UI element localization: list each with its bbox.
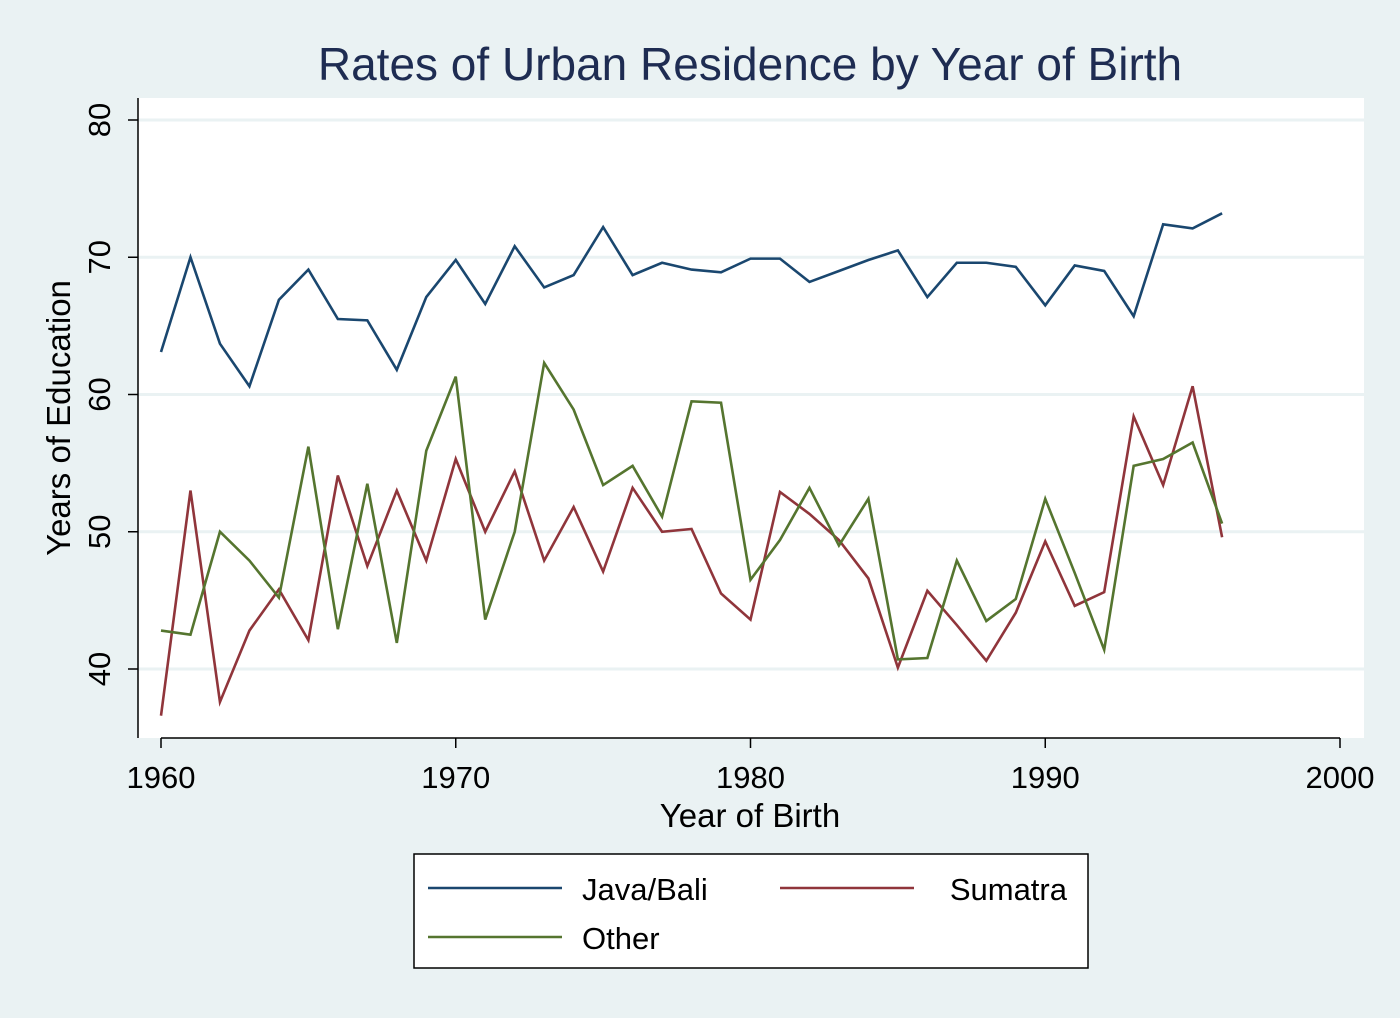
legend-box <box>413 853 1089 969</box>
series-line-java-bali <box>159 212 1223 390</box>
x-tick-label-2000: 2000 <box>1306 760 1375 795</box>
y-tick-label-40: 40 <box>82 652 117 686</box>
legend-label-other: Other <box>582 921 660 956</box>
x-tick-label-1990: 1990 <box>1011 760 1080 795</box>
y-tick-label-60: 60 <box>82 377 117 411</box>
y-tick-label-50: 50 <box>82 515 117 549</box>
series-line-other <box>160 359 1224 661</box>
y-axis-title: Years of Education <box>40 280 77 556</box>
legend-label-java-bali: Java/Bali <box>582 872 708 907</box>
chart-title: Rates of Urban Residence by Year of Birt… <box>318 38 1182 90</box>
x-tick-label-1980: 1980 <box>716 760 785 795</box>
legend-label-sumatra: Sumatra <box>950 872 1068 907</box>
x-axis-title: Year of Birth <box>660 797 840 834</box>
y-tick-label-80: 80 <box>82 103 117 137</box>
series-line-sumatra <box>159 385 1224 716</box>
plot-area <box>138 98 1364 738</box>
x-tick-label-1970: 1970 <box>421 760 490 795</box>
y-tick-label-70: 70 <box>82 240 117 274</box>
x-tick-label-1960: 1960 <box>127 760 196 795</box>
